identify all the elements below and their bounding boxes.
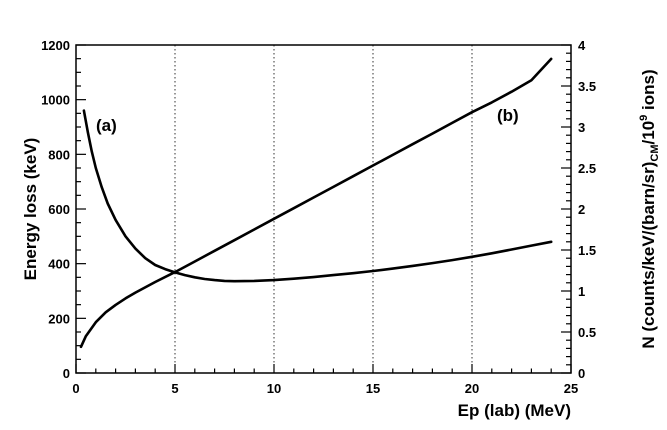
x-tick-label: 20	[465, 381, 479, 396]
y-right-tick-label: 1.5	[578, 243, 596, 258]
series-curves	[79, 57, 553, 349]
x-tick-label: 15	[366, 381, 380, 396]
axis-ticks	[75, 44, 572, 374]
y-axis-title-right-div: /10	[639, 121, 658, 145]
y-axis-title-right-sup: 9	[638, 115, 650, 121]
y-left-tick-label: 400	[48, 257, 70, 272]
y-axis-title-left: Energy loss (keV)	[21, 138, 40, 281]
y-left-tick-label: 600	[48, 202, 70, 217]
plot-frame	[75, 44, 572, 374]
y-right-tick-label: 0.5	[578, 325, 596, 340]
y-axis-title-right-end: ions)	[639, 69, 658, 114]
annotation-b: (b)	[497, 106, 519, 125]
grid-lines	[174, 45, 473, 373]
x-axis-title: Ep (lab) (MeV)	[458, 401, 571, 420]
x-tick-label: 10	[267, 381, 281, 396]
y-axis-title-right: N (counts/keV/(barn/sr)CM/109 ions)	[638, 69, 661, 348]
y-right-tick-label: 1	[578, 284, 585, 299]
y-right-tick-label: 0	[578, 366, 585, 381]
y-left-tick-label: 800	[48, 147, 70, 162]
x-tick-label: 0	[72, 381, 79, 396]
y-right-tick-label: 3.5	[578, 79, 596, 94]
x-tick-label: 25	[564, 381, 578, 396]
y-axis-title-right-sub: CM	[649, 144, 661, 161]
series-energy-loss-curve	[82, 109, 553, 283]
y-left-tick-label: 0	[63, 366, 70, 381]
y-right-tick-label: 4	[578, 38, 586, 53]
x-tick-label: 5	[171, 381, 178, 396]
series-counts-curve	[79, 57, 553, 349]
y-left-tick-label: 1000	[41, 93, 70, 108]
y-right-tick-label: 3	[578, 120, 585, 135]
y-left-tick-label: 200	[48, 311, 70, 326]
y-left-tick-label: 1200	[41, 38, 70, 53]
y-right-tick-label: 2.5	[578, 161, 596, 176]
y-axis-title-right-main: N (counts/keV/(barn/sr)	[639, 162, 658, 349]
annotation-a: (a)	[96, 116, 117, 135]
y-right-tick-label: 2	[578, 202, 585, 217]
tick-labels: 0 5 10 15 20 2502004006008001000120000.511.52…	[41, 38, 596, 396]
